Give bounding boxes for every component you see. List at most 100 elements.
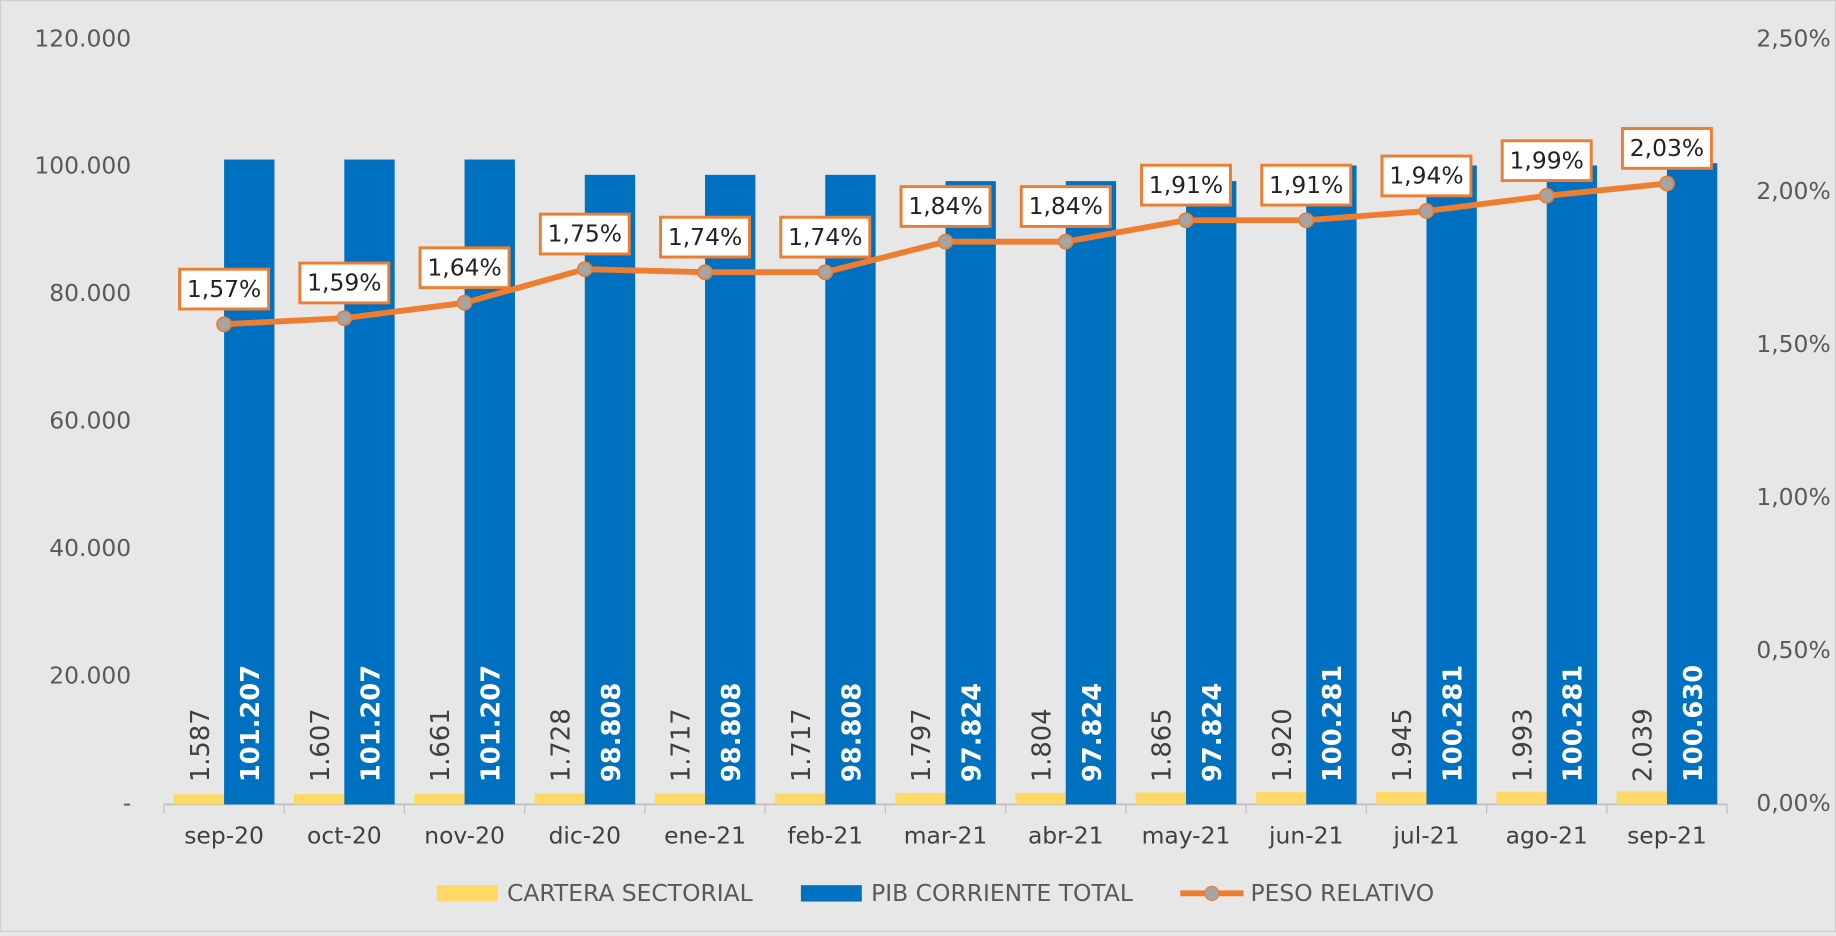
legend-label: PESO RELATIVO <box>1251 879 1435 907</box>
bar-value-label: 1.728 <box>546 708 576 782</box>
y2-tick-label: 1,00% <box>1756 483 1830 511</box>
bar <box>654 793 706 805</box>
data-label-box <box>298 261 391 305</box>
line-value-label: 1,59% <box>307 269 381 297</box>
data-label-box <box>779 215 872 259</box>
bar-value-label: 101.207 <box>477 665 507 782</box>
bar <box>1546 165 1598 805</box>
bar <box>173 794 225 805</box>
bar-value-label: 1.920 <box>1268 708 1298 782</box>
bar-value-label: 1.717 <box>787 708 817 782</box>
line-value-label: 1,94% <box>1389 162 1463 190</box>
x-tick-label: oct-20 <box>307 822 382 850</box>
bar <box>895 792 946 805</box>
bar <box>945 181 996 805</box>
data-label-box <box>1140 163 1232 207</box>
line-value-label: 1,57% <box>187 275 261 303</box>
line-marker <box>1538 187 1555 204</box>
line-value-label: 1,84% <box>908 192 982 220</box>
line-marker <box>216 316 232 333</box>
bar-value-label: 97.824 <box>958 683 988 782</box>
bar-value-label: 1.804 <box>1027 708 1057 782</box>
x-tick-label: ene-21 <box>664 822 746 850</box>
bar <box>1065 181 1117 805</box>
bar-value-label: 1.607 <box>306 708 336 782</box>
bar-value-label: 97.824 <box>1198 683 1228 782</box>
legend-swatch <box>800 885 862 902</box>
bar <box>224 159 275 805</box>
y-tick-label: 80.000 <box>49 279 131 307</box>
x-tick-label: jul-21 <box>1392 822 1459 850</box>
y-tick-label: - <box>123 789 131 817</box>
line-marker <box>937 233 954 250</box>
line-marker <box>1298 212 1315 229</box>
bar <box>1426 165 1477 805</box>
bar <box>414 793 465 805</box>
bar-value-label: 1.661 <box>426 708 456 782</box>
line-value-label: 1,84% <box>1029 192 1103 220</box>
line-marker <box>336 310 353 327</box>
x-tick-label: feb-21 <box>787 822 863 850</box>
bar-value-label: 101.207 <box>356 665 386 782</box>
bar-value-label: 97.824 <box>1078 683 1108 782</box>
bar <box>1376 791 1427 805</box>
bar <box>293 794 345 805</box>
data-label-box <box>418 246 511 290</box>
x-tick-label: sep-21 <box>1627 822 1707 850</box>
bar <box>1666 163 1718 805</box>
line-value-label: 1,74% <box>788 223 862 251</box>
legend-label: CARTERA SECTORIAL <box>507 879 753 907</box>
line-value-label: 2,03% <box>1630 134 1704 162</box>
bar <box>1015 792 1066 805</box>
bar <box>1306 165 1357 805</box>
bar-value-label: 1.993 <box>1508 708 1538 782</box>
bar-value-label: 1.865 <box>1148 708 1178 782</box>
data-label-box <box>538 212 631 256</box>
data-label-box <box>1500 139 1593 183</box>
bar-value-label: 100.281 <box>1318 665 1348 782</box>
bar <box>774 793 826 805</box>
data-label-box <box>659 215 751 259</box>
y2-tick-label: 0,50% <box>1756 636 1830 664</box>
bar-value-label: 1.945 <box>1388 708 1418 782</box>
data-label-box <box>1260 163 1353 207</box>
y2-tick-label: 1,50% <box>1756 330 1830 358</box>
legend-marker <box>1204 885 1220 901</box>
bar-value-label: 1.717 <box>667 708 697 782</box>
data-label-box <box>1620 127 1713 170</box>
bar <box>1185 181 1237 805</box>
y-tick-label: 100.000 <box>34 152 131 180</box>
line-value-label: 1,64% <box>427 253 501 281</box>
data-label-box <box>178 267 271 311</box>
bar <box>534 793 585 805</box>
data-label-box <box>899 185 992 228</box>
line-marker <box>1418 203 1435 219</box>
bar <box>1255 792 1307 805</box>
line-value-label: 1,75% <box>548 220 622 248</box>
bar-value-label: 101.207 <box>236 665 266 782</box>
x-tick-label: mar-21 <box>904 822 988 850</box>
bar-value-label: 1.797 <box>907 708 937 782</box>
bar <box>1616 791 1667 805</box>
line-marker <box>576 261 593 278</box>
line-marker <box>1659 175 1675 192</box>
y-tick-label: 60.000 <box>49 407 131 435</box>
data-label-box <box>1019 185 1112 228</box>
line-marker <box>817 264 834 281</box>
x-tick-label: jun-21 <box>1268 822 1343 850</box>
bar <box>705 174 756 805</box>
bar <box>825 174 876 805</box>
line-value-label: 1,91% <box>1149 171 1223 199</box>
bar <box>1135 792 1186 805</box>
bar-value-label: 98.808 <box>597 683 627 782</box>
y2-tick-label: 0,00% <box>1756 789 1830 817</box>
bar-value-label: 2.039 <box>1629 708 1659 782</box>
y-tick-label: 20.000 <box>49 661 131 689</box>
x-tick-label: abr-21 <box>1028 822 1104 850</box>
bar <box>584 174 636 805</box>
y-tick-label: 40.000 <box>49 534 131 562</box>
bar-value-label: 98.808 <box>837 683 867 782</box>
bar-value-label: 100.630 <box>1679 665 1709 782</box>
